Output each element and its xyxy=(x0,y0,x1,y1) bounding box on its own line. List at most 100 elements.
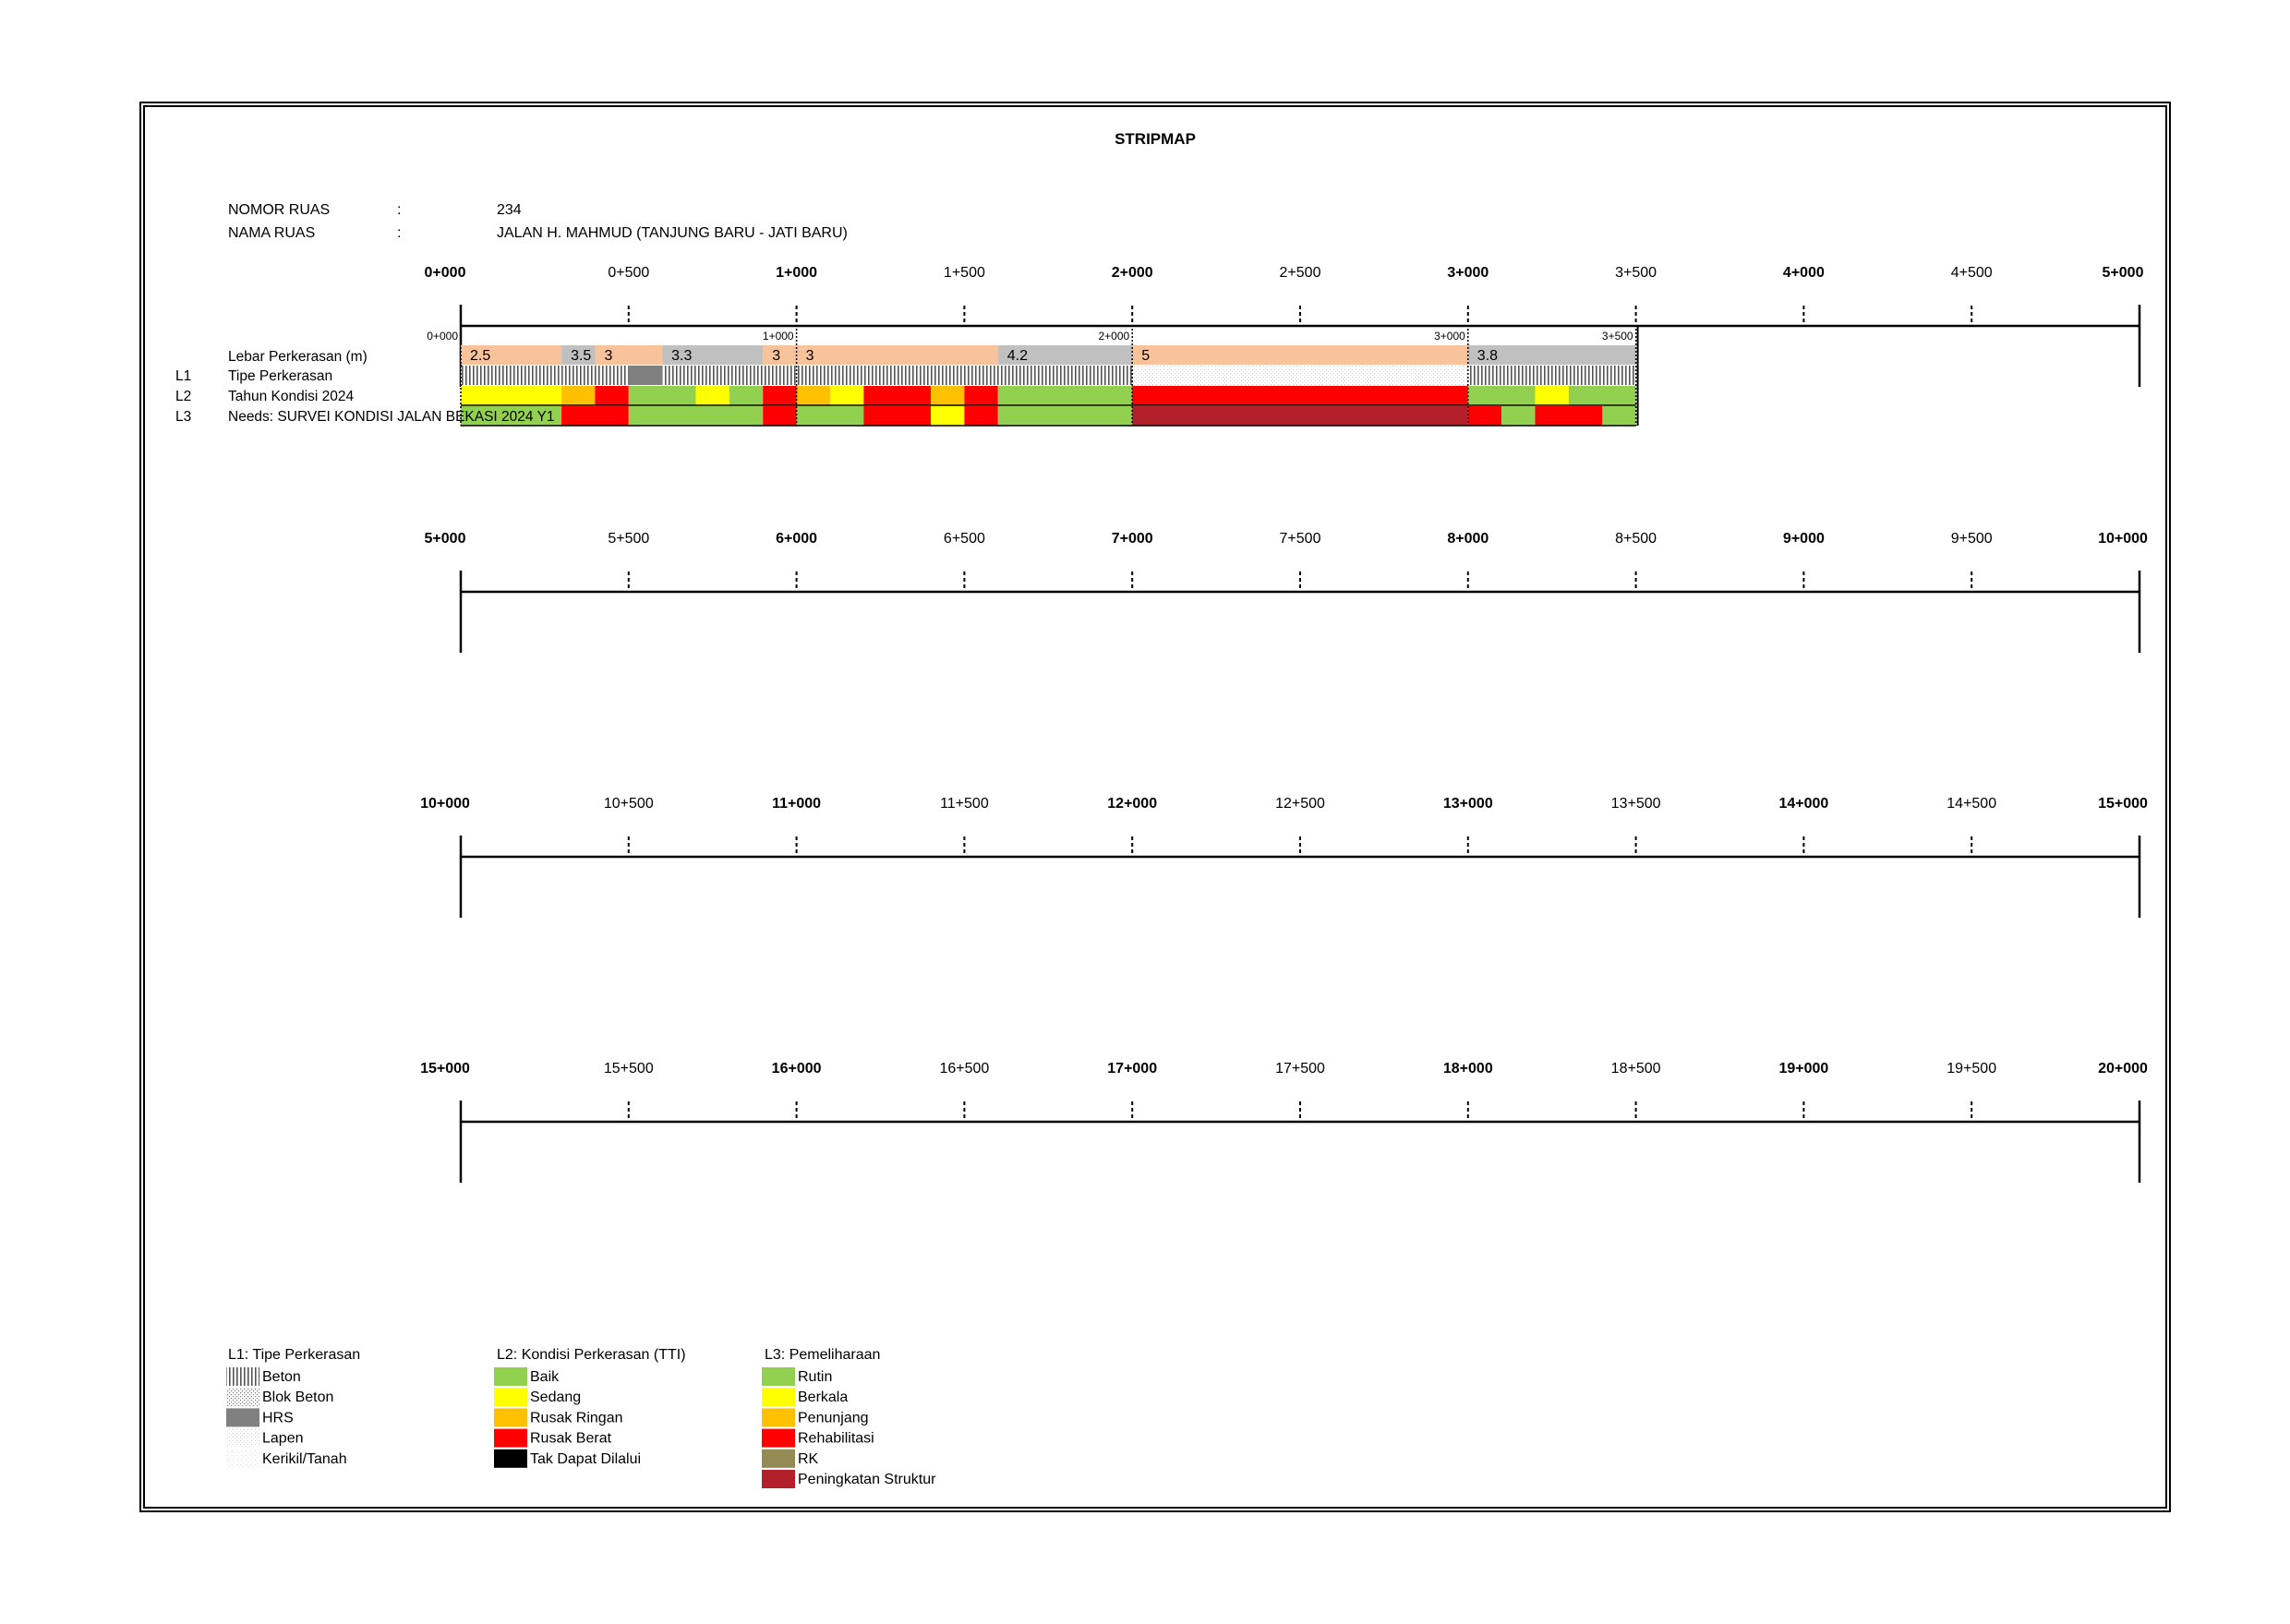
scale-label: 7+000 xyxy=(1112,531,1153,547)
legend: L1: Tipe Perkerasan L2: Kondisi Perkeras… xyxy=(226,1347,936,1488)
width-value: 3 xyxy=(604,348,612,364)
legend-l2-swatch xyxy=(494,1449,527,1468)
width-segment xyxy=(1467,345,1636,365)
scale-label: 15+000 xyxy=(420,1061,470,1077)
scale-band: 0+000 0+500 1+000 1+500 2+000 2+500 3+000 3+500… xyxy=(425,265,2144,387)
legend-l1-swatch xyxy=(226,1428,259,1448)
frame-inner xyxy=(143,105,2167,1509)
width-segment xyxy=(595,345,663,365)
width-segment xyxy=(561,345,596,365)
scale-label: 0+000 xyxy=(425,265,466,281)
l2-segment xyxy=(1132,386,1468,405)
width-segment xyxy=(461,345,562,365)
nama-ruas-value: JALAN H. MAHMUD (TANJUNG BARU - JATI BAR… xyxy=(497,225,848,241)
legend-l1-label: Lapen xyxy=(262,1431,304,1447)
legend-l3-swatch xyxy=(762,1449,795,1468)
legend-l1-swatch xyxy=(226,1408,259,1427)
l3-segment xyxy=(931,406,965,426)
scale-label: 19+000 xyxy=(1778,1061,1828,1077)
l1-segment xyxy=(628,366,663,385)
row-tag-l2: L2 xyxy=(175,389,191,404)
l2-segment xyxy=(863,386,932,405)
row-tag-l1: L1 xyxy=(175,368,191,384)
width-segment xyxy=(796,345,998,365)
l1-segment xyxy=(1467,366,1636,385)
l3-segment xyxy=(1467,406,1502,426)
legend-l2-label: Tak Dapat Dilalui xyxy=(530,1451,641,1467)
scale-label: 6+000 xyxy=(776,531,817,547)
frame-outer xyxy=(139,102,2171,1512)
l2-segment xyxy=(729,386,764,405)
width-segment xyxy=(997,345,1133,365)
legend-l2-swatch xyxy=(494,1388,527,1407)
scale-label: 8+500 xyxy=(1615,531,1657,547)
nomor-ruas-colon: : xyxy=(397,202,401,218)
scale-label: 15+000 xyxy=(2098,796,2148,812)
scale-label: 16+500 xyxy=(939,1061,989,1077)
km-marker-label: 3+500 xyxy=(1602,330,1633,343)
legend-l2-label: Rusak Berat xyxy=(530,1431,612,1447)
scale-label: 4+000 xyxy=(1783,265,1825,281)
scale-label: 11+000 xyxy=(772,796,821,812)
legend-l2-swatch xyxy=(494,1367,527,1386)
scale-label: 10+000 xyxy=(2098,531,2148,547)
legend-l3-swatch xyxy=(762,1428,795,1448)
scale-bands: 0+000 0+500 1+000 1+500 2+000 2+500 3+000 3+500… xyxy=(420,265,2148,1183)
l3-segment xyxy=(1535,406,1603,426)
scale-label: 15+500 xyxy=(604,1061,654,1077)
legend-l3-swatch xyxy=(762,1388,795,1407)
l2-segment xyxy=(595,386,629,405)
nomor-ruas-label: NOMOR RUAS xyxy=(228,202,330,218)
l3-segment xyxy=(763,406,797,426)
scale-label: 5+000 xyxy=(425,531,466,547)
nomor-ruas-value: 234 xyxy=(497,202,522,218)
page-title: STRIPMAP xyxy=(1115,130,1196,148)
row-tag-l3: L3 xyxy=(175,409,191,425)
legend-l1-title: L1: Tipe Perkerasan xyxy=(228,1347,360,1363)
scale-label: 13+000 xyxy=(1443,796,1493,812)
legend-l2-title: L2: Kondisi Perkerasan (TTI) xyxy=(497,1347,686,1363)
legend-l3-label: Rehabilitasi xyxy=(798,1431,874,1447)
l2-segment xyxy=(829,386,864,405)
legend-l3-swatch xyxy=(762,1408,795,1427)
scale-label: 13+500 xyxy=(1611,796,1661,812)
width-value: 3 xyxy=(772,348,780,364)
l2-segment xyxy=(964,386,998,405)
scale-label: 6+500 xyxy=(944,531,985,547)
km-marker-label: 3+000 xyxy=(1434,330,1465,343)
km-marker-label: 0+000 xyxy=(427,330,458,343)
l3-segment xyxy=(964,406,998,426)
width-segment xyxy=(662,345,764,365)
scale-label: 20+000 xyxy=(2098,1061,2148,1077)
nama-ruas-label: NAMA RUAS xyxy=(228,225,315,241)
l2-segment xyxy=(796,386,830,405)
scale-label: 12+000 xyxy=(1107,796,1157,812)
width-segment xyxy=(1132,345,1468,365)
legend-l1-swatch xyxy=(226,1449,259,1468)
row-label-lebar: Lebar Perkerasan (m) xyxy=(228,349,368,365)
l3-segment xyxy=(561,406,629,426)
scale-label: 3+500 xyxy=(1615,265,1657,281)
legend-l1-label: Beton xyxy=(262,1369,301,1385)
l2-segment xyxy=(997,386,1133,405)
l3-segment xyxy=(796,406,864,426)
scale-label: 1+000 xyxy=(776,265,817,281)
scale-label: 2+000 xyxy=(1112,265,1153,281)
width-value: 5 xyxy=(1141,348,1150,364)
legend-l2-label: Sedang xyxy=(530,1389,581,1405)
width-value: 3.8 xyxy=(1477,348,1498,364)
scale-label: 9+000 xyxy=(1783,531,1825,547)
l1-segment xyxy=(662,366,1133,385)
scale-label: 5+000 xyxy=(2103,265,2144,281)
width-value: 4.2 xyxy=(1007,348,1028,364)
legend-l1-label: Kerikil/Tanah xyxy=(262,1451,347,1467)
scale-label: 4+500 xyxy=(1951,265,1993,281)
legend-l1-swatch xyxy=(226,1367,259,1386)
strip-rows: 2.5 3.5 3 3.3 3 3 4.2 5 3.8 0+000 1+000 2+000 3+000 3… xyxy=(427,325,1639,427)
width-value: 2.5 xyxy=(470,348,490,364)
l3-segment xyxy=(863,406,932,426)
legend-l3-label: RK xyxy=(798,1451,819,1467)
scale-label: 1+500 xyxy=(944,265,985,281)
legend-l3-label: Rutin xyxy=(798,1369,832,1385)
